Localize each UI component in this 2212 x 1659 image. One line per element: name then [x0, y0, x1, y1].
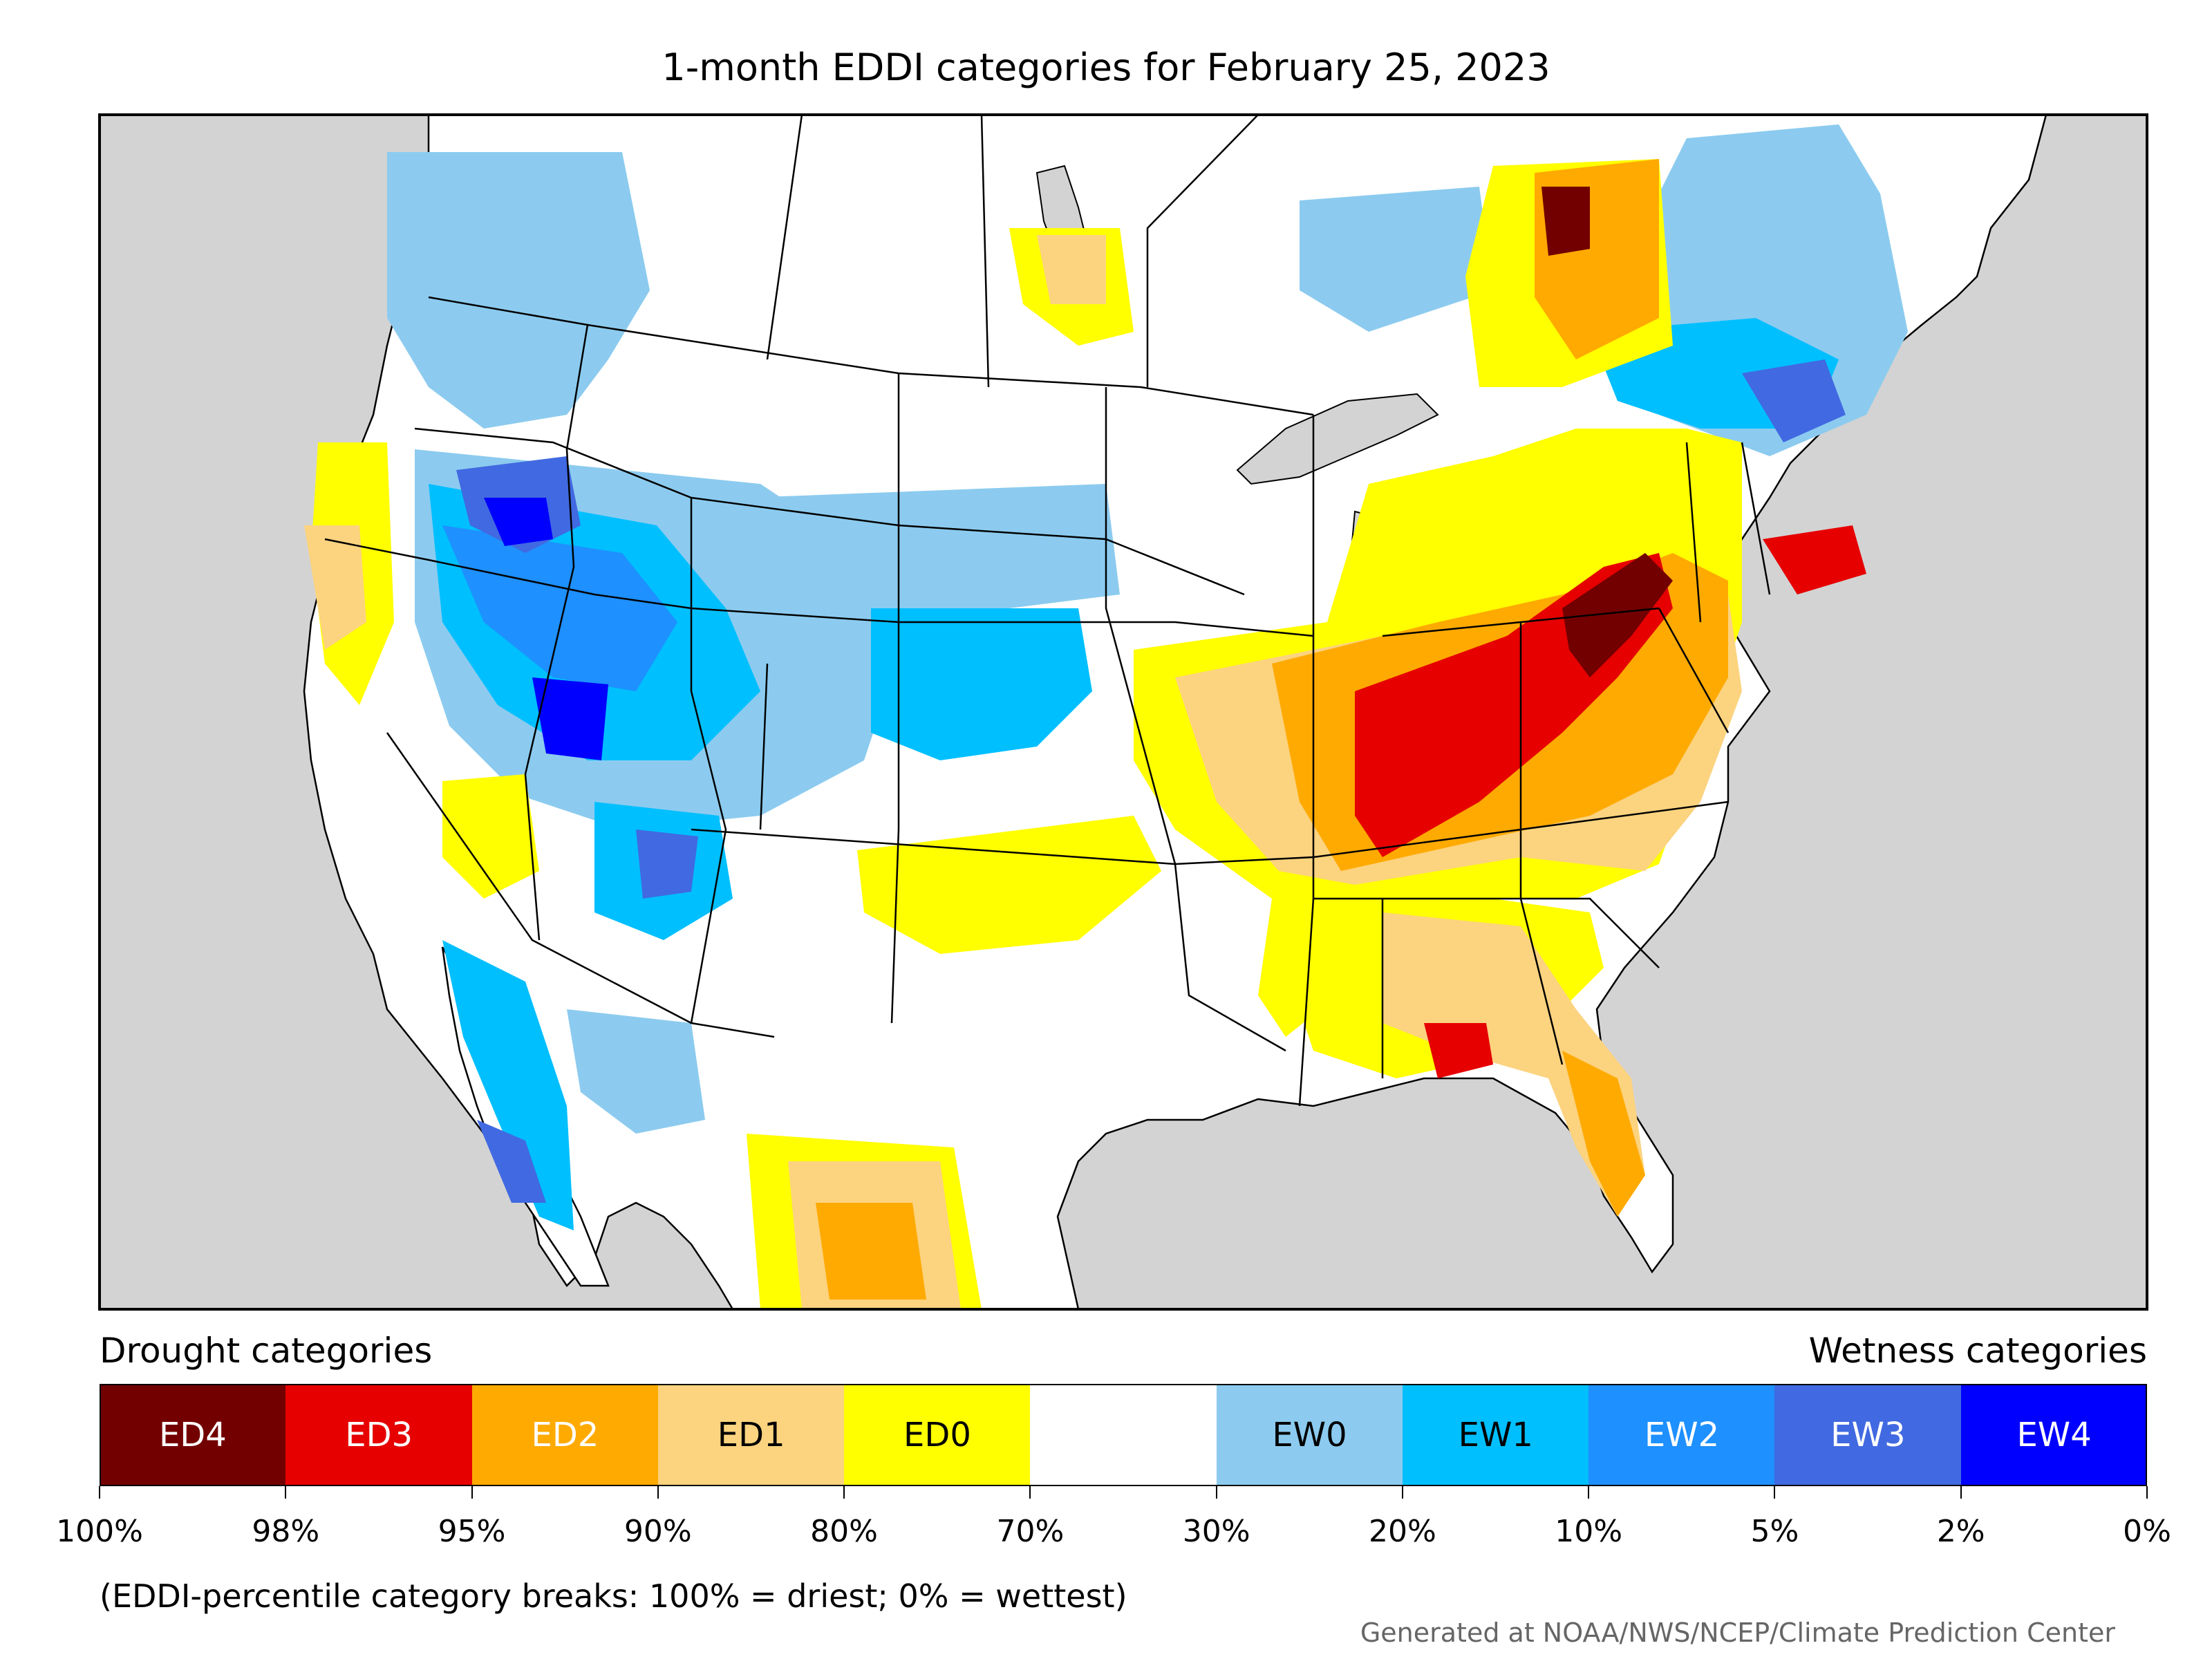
region-ew4-utah: [532, 677, 608, 760]
region-ew1-baja: [442, 940, 574, 1230]
region-ed1-manitoba: [1037, 235, 1106, 304]
legend-break-label: 10%: [1555, 1514, 1623, 1549]
region-ew2-maine: [1742, 359, 1846, 442]
legend-break-label: 0%: [2123, 1514, 2171, 1549]
region-ed4-pennsylvania: [1562, 553, 1673, 677]
legend-cell-ew1: EW1: [1402, 1384, 1589, 1486]
region-ew0-northwest: [387, 152, 650, 429]
legend-color-bar: ED4 ED3 ED2 ED1 ED0 EW0 EW1 EW2 EW3 EW4: [100, 1384, 2148, 1486]
legend-cell-ed0: ED0: [844, 1384, 1031, 1486]
state-borders: [324, 115, 1771, 1107]
legend-cell-ew2: EW2: [1588, 1384, 1775, 1486]
legend-break-label: 20%: [1369, 1514, 1436, 1549]
legend-cell-ed1: ED1: [657, 1384, 845, 1486]
wetness-categories-caption: Wetness categories: [1808, 1331, 2147, 1371]
legend-cell-ew4: EW4: [1960, 1384, 2148, 1486]
region-ew0-plains: [747, 484, 1120, 608]
region-ed3-georgia: [1424, 1023, 1493, 1078]
legend-tick: [1588, 1486, 1590, 1499]
legend-tick: [1215, 1486, 1217, 1499]
lake-superior: [1236, 393, 1439, 485]
map-title: 1-month EDDI categories for February 25,…: [662, 46, 1550, 89]
legend-cell-ed2: ED2: [471, 1384, 659, 1486]
eddi-map: [98, 113, 2148, 1311]
drought-categories-caption: Drought categories: [100, 1331, 433, 1371]
legend-break-label: 70%: [996, 1514, 1065, 1549]
region-ed0-nevada: [442, 774, 539, 899]
legend-cell-ed4: ED4: [100, 1384, 286, 1486]
legend-cell-ed3: ED3: [285, 1384, 473, 1486]
legend-break-label: 90%: [624, 1514, 692, 1549]
legend-tick: [99, 1486, 100, 1499]
region-ew0-sonora: [567, 1009, 705, 1134]
region-ed0-oklahoma: [857, 816, 1161, 954]
legend-break-label: 80%: [810, 1514, 878, 1549]
region-ed1-california: [304, 525, 366, 650]
region-ew3-arizona: [636, 830, 698, 899]
legend-break-label: 98%: [252, 1514, 320, 1549]
category-breaks-note: (EDDI-percentile category breaks: 100% =…: [100, 1577, 1127, 1615]
region-ew4-idaho: [484, 498, 553, 546]
region-ed1-southeast: [1382, 912, 1645, 1217]
legend-tick: [285, 1486, 287, 1499]
legend-tick: [657, 1486, 659, 1499]
region-ed2-florida: [1562, 1051, 1645, 1217]
category-regions: [304, 124, 1908, 1309]
legend-tick: [471, 1486, 473, 1499]
legend-break-label: 30%: [1182, 1514, 1250, 1549]
legend-cell-ew0: EW0: [1216, 1384, 1403, 1486]
region-ew1-plains: [871, 608, 1092, 760]
legend-tick: [843, 1486, 845, 1499]
legend-tick: [1029, 1486, 1031, 1499]
legend-break-label: 95%: [438, 1514, 506, 1549]
legend-cell-ew3: EW3: [1774, 1384, 1962, 1486]
region-ed2-mexico: [816, 1203, 926, 1300]
legend-tick: [2146, 1486, 2148, 1499]
legend-cell-normal: [1030, 1384, 1217, 1486]
region-ew3-baja: [477, 1120, 546, 1203]
map-frame: [98, 113, 2148, 1311]
region-ed3-new-england: [1763, 525, 1866, 594]
legend-tick: [1774, 1486, 1776, 1499]
legend-tick: [1960, 1486, 1962, 1499]
credit-line: Generated at NOAA/NWS/NCEP/Climate Predi…: [1360, 1618, 2115, 1648]
legend-tick: [1401, 1486, 1403, 1499]
region-ed4-ontario: [1541, 187, 1590, 256]
legend-break-label: 100%: [56, 1514, 143, 1549]
legend-break-label: 2%: [1936, 1514, 1985, 1549]
legend-break-label: 5%: [1750, 1514, 1799, 1549]
region-ew0-ontario: [1300, 187, 1493, 332]
region-ew2-great-basin: [442, 525, 677, 691]
